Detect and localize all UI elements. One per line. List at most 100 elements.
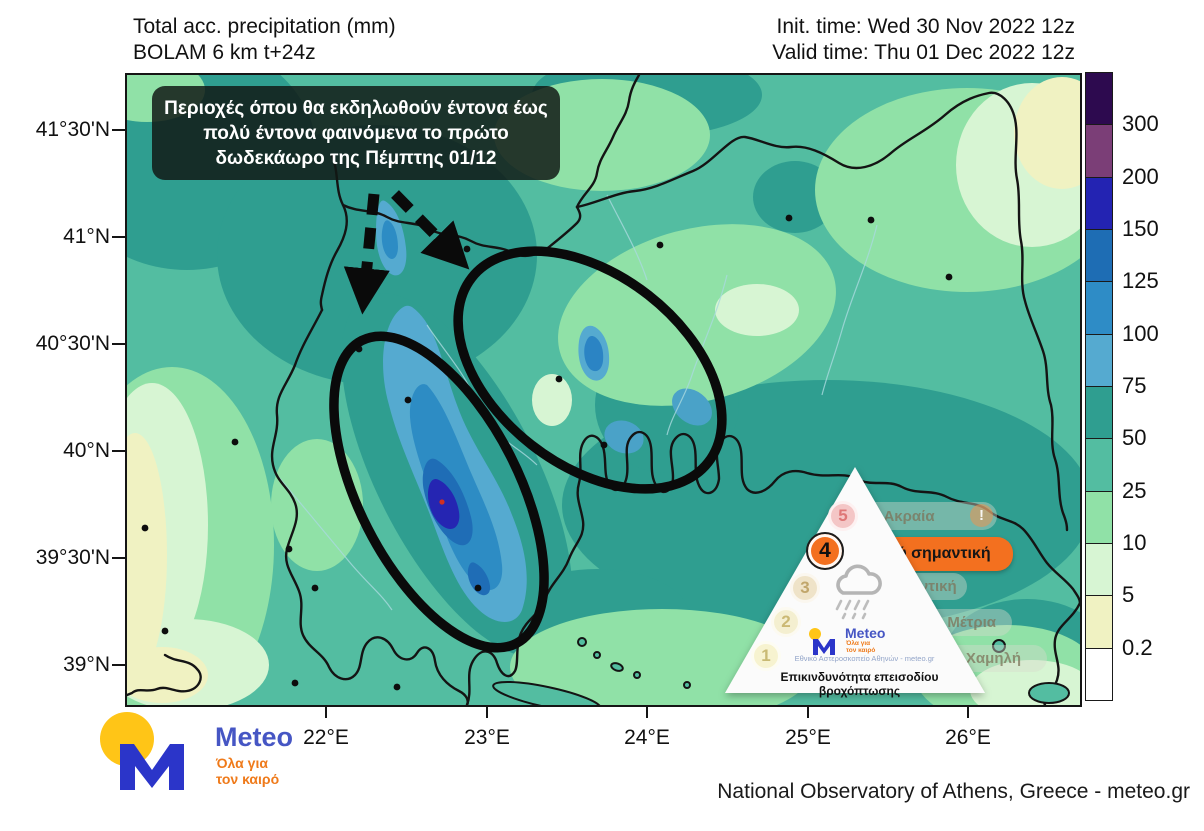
rain-cloud-icon bbox=[835, 564, 882, 620]
annotation-arrows bbox=[343, 190, 470, 315]
city-dot bbox=[231, 438, 239, 446]
title-line2: BOLAM 6 km t+24z bbox=[133, 41, 316, 64]
colorbar-label: 125 bbox=[1122, 268, 1159, 294]
lat-tick bbox=[112, 664, 125, 666]
city-dot bbox=[285, 545, 293, 553]
observatory-line: Εθνικό Αστεροσκοπείο Αθηνών - meteo.gr bbox=[794, 654, 935, 663]
lat-tick bbox=[112, 236, 125, 238]
city-dot bbox=[463, 245, 471, 253]
ellipse-annotation-west bbox=[329, 331, 549, 653]
city-dot bbox=[291, 679, 299, 687]
colorbar-label: 25 bbox=[1122, 477, 1147, 503]
city-dot bbox=[161, 627, 169, 635]
lat-label-5: 39°N bbox=[63, 653, 110, 676]
level-badge-3: 3 bbox=[790, 573, 820, 603]
coastlines-borders bbox=[127, 75, 1080, 705]
precip-heavy-cores bbox=[376, 200, 712, 623]
annotation-box: Περιοχές όπου θα εκδηλωθούν έντονα έως π… bbox=[152, 86, 560, 180]
lon-label-4: 26°E bbox=[945, 726, 991, 749]
colorbar-label: 300 bbox=[1122, 111, 1159, 137]
colorbar-cell bbox=[1085, 386, 1113, 440]
level-badge-2: 2 bbox=[771, 607, 801, 637]
city-dot bbox=[867, 216, 875, 224]
colorbar-cell bbox=[1085, 281, 1113, 335]
precip-max-marker bbox=[439, 499, 445, 505]
level-badge-4: 4 bbox=[806, 532, 844, 570]
lat-tick bbox=[112, 343, 125, 345]
dashed-arrow-east bbox=[391, 190, 470, 270]
level-num-3: 3 bbox=[800, 578, 810, 597]
colorbar-cell bbox=[1085, 438, 1113, 492]
logo-tagline: Όλα για τον καιρό bbox=[216, 755, 280, 787]
lat-label-2: 40°30'N bbox=[35, 332, 110, 355]
level-label-5: Ακραία bbox=[883, 507, 935, 525]
city-dot bbox=[785, 214, 793, 222]
city-dot bbox=[141, 524, 149, 532]
level-label-2: Μέτρια bbox=[947, 614, 996, 631]
meteo-logo: Meteo Όλα για τον καιρό bbox=[98, 710, 318, 805]
valid-time: Valid time: Thu 01 Dec 2022 12z bbox=[772, 41, 1075, 64]
map-title: Total acc. precipitation (mm) BOLAM 6 km… bbox=[133, 14, 396, 66]
colorbar-label: 100 bbox=[1122, 320, 1159, 346]
precipitation-map: Περιοχές όπου θα εκδηλωθούν έντονα έως π… bbox=[125, 73, 1082, 707]
title-line1: Total acc. precipitation (mm) bbox=[133, 15, 396, 38]
lat-tick bbox=[112, 129, 125, 131]
lon-label-1: 23°E bbox=[464, 726, 510, 749]
highlight-annotations bbox=[329, 246, 727, 653]
colorbar-label: 50 bbox=[1122, 425, 1147, 451]
level-num-5: 5 bbox=[838, 506, 848, 525]
mini-logo-tagline: Όλα για τον καιρό bbox=[846, 640, 876, 654]
lat-label-1: 41°N bbox=[63, 225, 110, 248]
annotation-text: Περιοχές όπου θα εκδηλωθούν έντονα έως π… bbox=[164, 97, 548, 169]
colorbar-cell bbox=[1085, 595, 1113, 649]
colorbar-cell bbox=[1085, 72, 1113, 126]
city-dot bbox=[474, 584, 482, 592]
lon-label-0: 22°E bbox=[303, 726, 349, 749]
lon-tick bbox=[325, 705, 327, 718]
city-dot bbox=[404, 396, 412, 404]
logo-name: Meteo bbox=[215, 722, 294, 752]
mini-meteo-logo: Meteo Όλα για τον καιρό bbox=[805, 625, 955, 657]
colorbar-cell bbox=[1085, 124, 1113, 178]
city-dot bbox=[393, 683, 401, 691]
precipitation-colorbar: 300 200 150 125 100 75 50 25 10 5 0.2 bbox=[1085, 72, 1159, 701]
level-num-4: 4 bbox=[819, 539, 831, 562]
mini-logo-name: Meteo bbox=[845, 625, 886, 641]
pyramid-triangle bbox=[725, 467, 985, 693]
city-dot bbox=[656, 241, 664, 249]
colorbar-cell bbox=[1085, 490, 1113, 544]
level-num-2: 2 bbox=[781, 612, 791, 631]
lon-label-3: 25°E bbox=[785, 726, 831, 749]
colorbar-label: 5 bbox=[1122, 582, 1135, 608]
level-badge-5: 5 bbox=[828, 501, 858, 531]
city-dot bbox=[555, 375, 563, 383]
colorbar-cell bbox=[1085, 176, 1113, 230]
run-times: Init. time: Wed 30 Nov 2022 12z Valid ti… bbox=[772, 14, 1075, 66]
exclamation-badge: ! bbox=[970, 504, 993, 527]
lon-tick bbox=[967, 705, 969, 718]
lon-tick bbox=[807, 705, 809, 718]
ellipse-annotation-east bbox=[453, 246, 727, 494]
colorbar-label: 75 bbox=[1122, 373, 1147, 398]
lat-label-3: 40°N bbox=[63, 439, 110, 462]
colorbar-label: 200 bbox=[1122, 163, 1159, 189]
pyramid-title: Επικινδυνότητα επεισοδίου βροχόπτωσης bbox=[780, 670, 939, 698]
meteo-m-icon bbox=[100, 712, 184, 790]
lat-label-0: 41°30'N bbox=[35, 118, 110, 141]
colorbar-cell bbox=[1085, 333, 1113, 387]
colorbar-label: 150 bbox=[1122, 216, 1159, 241]
precip-02-5 bbox=[127, 77, 1080, 703]
colorbar-label: 10 bbox=[1122, 530, 1147, 555]
dashed-arrow-west bbox=[343, 193, 390, 315]
lon-label-2: 24°E bbox=[624, 726, 670, 749]
colorbar-label: 0.2 bbox=[1122, 634, 1153, 660]
colorbar-cell bbox=[1085, 647, 1113, 701]
colorbar-cell bbox=[1085, 543, 1113, 597]
lat-tick bbox=[112, 557, 125, 559]
footer-credit: National Observatory of Athens, Greece -… bbox=[717, 780, 1190, 803]
colorbar-cell bbox=[1085, 229, 1113, 283]
city-dot bbox=[600, 441, 608, 449]
level-num-1: 1 bbox=[761, 646, 771, 665]
level-label-1: Χαμηλή bbox=[965, 650, 1021, 667]
